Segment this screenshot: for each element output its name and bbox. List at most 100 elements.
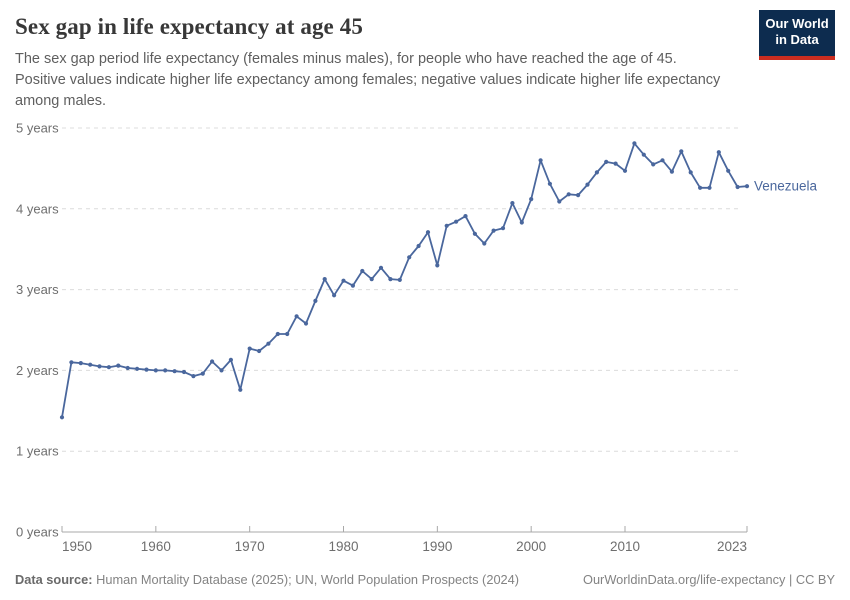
y-gridlines: 0 years 1 years 2 years 3 years 4 years 5 yea…: [16, 121, 741, 540]
series-point[interactable]: [425, 230, 431, 235]
series-point[interactable]: [416, 243, 421, 249]
y-axis-tick-label: 1 years: [16, 444, 59, 459]
series-point[interactable]: [303, 321, 309, 326]
series-point[interactable]: [594, 170, 600, 175]
series-point[interactable]: [613, 161, 618, 166]
series-point[interactable]: [641, 152, 646, 157]
series-point[interactable]: [576, 193, 581, 198]
series-point[interactable]: [463, 214, 468, 219]
series-point[interactable]: [144, 367, 149, 372]
series-point[interactable]: [388, 277, 393, 282]
series-point[interactable]: [116, 363, 121, 368]
series-point[interactable]: [435, 263, 440, 268]
series-point[interactable]: [322, 277, 327, 282]
chart-footer: Data source: Human Mortality Database (2…: [15, 572, 835, 587]
chart-subtitle: The sex gap period life expectancy (fema…: [15, 51, 721, 110]
series-point[interactable]: [632, 141, 637, 146]
x-axis-tick-label: 1960: [141, 539, 171, 554]
series-point[interactable]: [294, 314, 299, 319]
series-point[interactable]: [97, 364, 102, 369]
series-line[interactable]: [61, 142, 748, 419]
series-point[interactable]: [275, 331, 280, 337]
series-point[interactable]: [566, 192, 571, 197]
series-point[interactable]: [228, 357, 233, 362]
series-point[interactable]: [510, 201, 515, 206]
series-point[interactable]: [88, 362, 93, 367]
y-axis-tick-label: 5 years: [16, 121, 59, 136]
series-point[interactable]: [350, 283, 355, 288]
series-point[interactable]: [135, 366, 140, 371]
x-axis: 1950 1960 1970 1980 1990 2000 2010 2023: [61, 526, 748, 554]
series-point[interactable]: [651, 162, 656, 167]
series-point[interactable]: [454, 219, 459, 224]
series-point[interactable]: [716, 150, 721, 155]
series-point[interactable]: [313, 298, 318, 303]
series-point[interactable]: [360, 268, 365, 274]
series-point[interactable]: [529, 197, 534, 202]
series-point[interactable]: [181, 369, 187, 375]
series-point[interactable]: [219, 368, 224, 373]
license-link[interactable]: OurWorldinData.org/life-expectancy | CC …: [582, 572, 835, 587]
series-point[interactable]: [604, 159, 609, 164]
owid-logo[interactable]: Our World in Data: [759, 10, 835, 60]
series-label-venezuela[interactable]: Venezuela: [754, 179, 818, 194]
series-point[interactable]: [191, 374, 196, 379]
series-point[interactable]: [688, 170, 693, 175]
series-point[interactable]: [106, 365, 111, 370]
series-point[interactable]: [491, 228, 496, 233]
series-point[interactable]: [125, 365, 130, 371]
x-axis-tick-label: 2000: [516, 539, 546, 554]
series-point[interactable]: [266, 341, 271, 346]
x-axis-tick-label: 1990: [422, 539, 452, 554]
series-point[interactable]: [707, 185, 712, 190]
series-point[interactable]: [200, 371, 205, 376]
series-point[interactable]: [397, 277, 402, 282]
series-point[interactable]: [285, 331, 290, 337]
series-point[interactable]: [660, 158, 665, 163]
series-venezuela[interactable]: Venezuela: [59, 141, 818, 420]
series-point[interactable]: [557, 199, 562, 204]
series-point[interactable]: [332, 293, 337, 298]
series-point[interactable]: [679, 149, 684, 154]
series-point[interactable]: [585, 182, 590, 187]
series-point[interactable]: [726, 168, 731, 173]
x-axis-tick-label: 1950: [62, 539, 92, 554]
series-point[interactable]: [482, 241, 487, 246]
series-point[interactable]: [519, 220, 524, 225]
series-point[interactable]: [69, 360, 74, 365]
series-point[interactable]: [472, 231, 477, 236]
series-point[interactable]: [669, 169, 675, 174]
series-point[interactable]: [78, 361, 83, 366]
series-point[interactable]: [341, 278, 346, 283]
series-point[interactable]: [744, 184, 750, 189]
y-axis-tick-label: 0 years: [16, 525, 59, 540]
series-point[interactable]: [172, 369, 177, 374]
series-point[interactable]: [59, 415, 65, 420]
series-point[interactable]: [369, 277, 374, 282]
y-axis-tick-label: 3 years: [16, 282, 59, 297]
chart-title: Sex gap in life expectancy at age 45: [15, 14, 363, 39]
series-point[interactable]: [444, 223, 449, 228]
series-point[interactable]: [257, 348, 262, 354]
series-point[interactable]: [538, 158, 543, 163]
series-point[interactable]: [622, 168, 628, 173]
owid-logo-line2: in Data: [775, 32, 819, 48]
data-source-text: Human Mortality Database (2025); UN, Wor…: [92, 572, 520, 587]
series-point[interactable]: [735, 184, 740, 190]
series-point[interactable]: [378, 265, 384, 270]
series-point[interactable]: [238, 387, 243, 392]
data-source-label: Data source:: [15, 572, 93, 587]
series-point[interactable]: [210, 359, 215, 364]
data-source-note: Data source: Human Mortality Database (2…: [15, 572, 519, 587]
series-point[interactable]: [698, 185, 703, 190]
series-point[interactable]: [500, 226, 506, 231]
chart-canvas[interactable]: 0 years 1 years 2 years 3 years 4 years 5 yea…: [0, 110, 850, 560]
series-point[interactable]: [153, 368, 158, 373]
series-point[interactable]: [407, 255, 412, 260]
x-axis-tick-label: 2010: [610, 539, 640, 554]
series-point[interactable]: [247, 346, 252, 351]
series-point[interactable]: [163, 368, 168, 373]
y-axis-tick-label: 4 years: [16, 201, 59, 216]
series-point[interactable]: [547, 181, 553, 186]
